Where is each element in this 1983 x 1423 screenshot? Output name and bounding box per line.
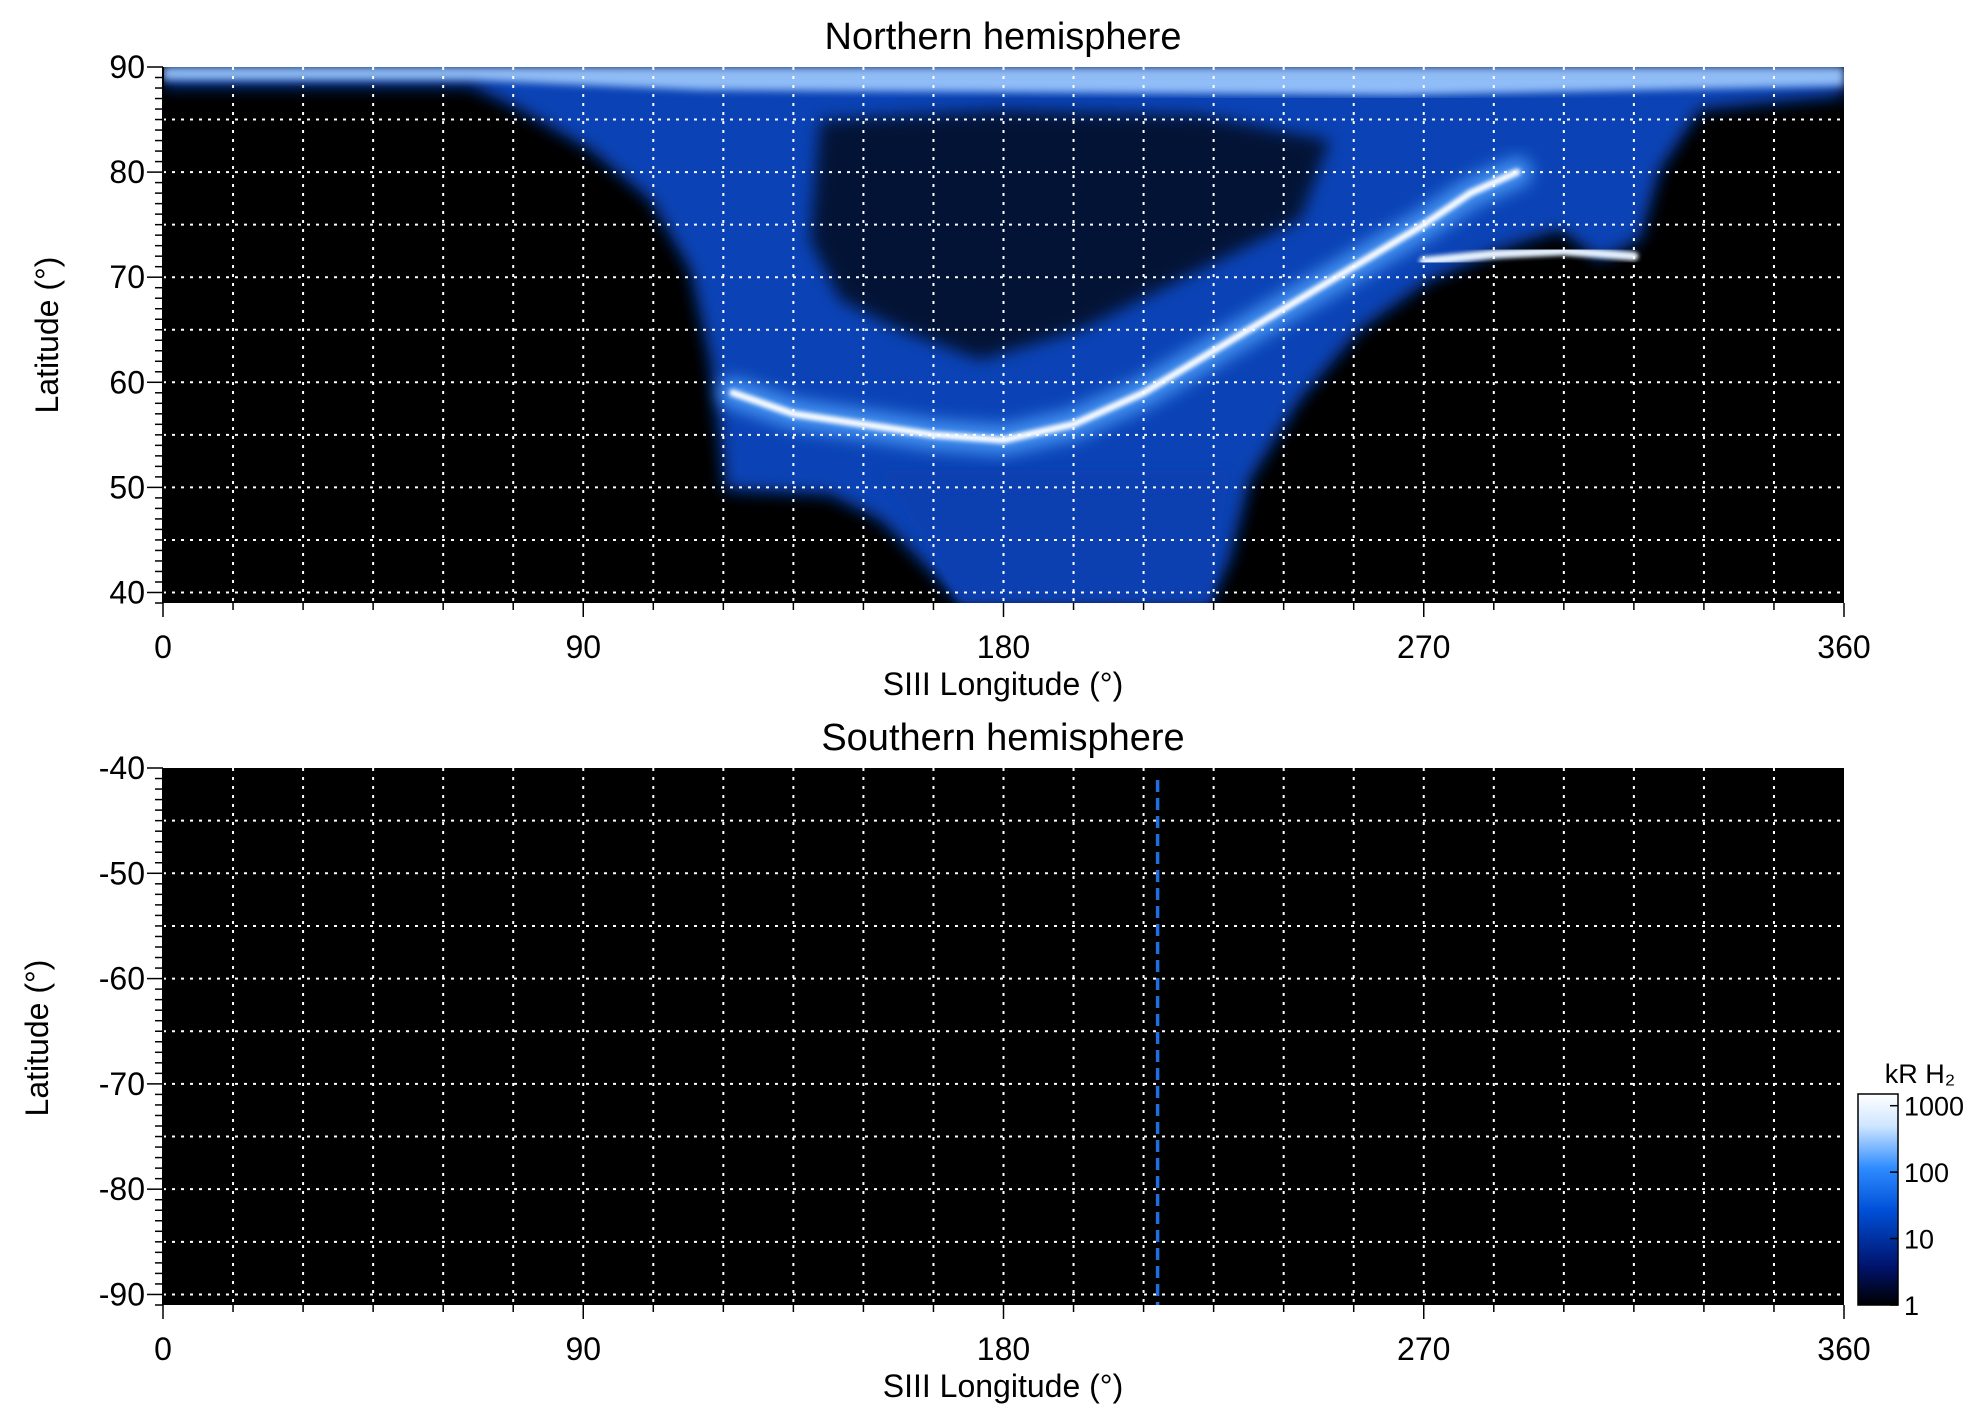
north-arc-segment xyxy=(1419,246,1639,266)
south-y-tick-label: -60 xyxy=(99,961,145,997)
south-ylabel: Latitude (°) xyxy=(19,960,55,1117)
south-grid xyxy=(163,768,1844,1305)
south-y-tick-label: -80 xyxy=(99,1171,145,1207)
north-title: Northern hemisphere xyxy=(825,16,1182,58)
south-xlabel: SIII Longitude (°) xyxy=(883,1368,1123,1404)
colorbar-label: kR H₂ xyxy=(1885,1059,1955,1089)
south-y-tick-label: -90 xyxy=(99,1276,145,1312)
colorbar-tick-label: 1 xyxy=(1904,1291,1919,1321)
south-x-tick-label: 90 xyxy=(565,1331,601,1367)
south-y-tick-label: -50 xyxy=(99,855,145,891)
south-y-tick-label: -70 xyxy=(99,1066,145,1102)
south-plot-area xyxy=(163,768,1844,1305)
colorbar-gradient xyxy=(1857,1093,1899,1306)
north-x-tick-label: 0 xyxy=(154,629,172,665)
north-x-tick-label: 90 xyxy=(565,629,601,665)
south-title: Southern hemisphere xyxy=(821,717,1184,759)
colorbar-ticks: 1 10 100 1000 xyxy=(1890,1092,1964,1321)
south-panel: Southern hemisphere 0 90 180 270 360 -40 -50 -6… xyxy=(19,717,1871,1404)
south-axis-ticks: 0 90 180 270 360 -40 -50 -60 -70 -80 -90 xyxy=(99,750,1871,1367)
south-x-tick-label: 180 xyxy=(977,1331,1030,1367)
south-x-tick-label: 270 xyxy=(1397,1331,1450,1367)
north-xlabel: SIII Longitude (°) xyxy=(883,666,1123,702)
north-y-tick-label: 90 xyxy=(109,49,145,85)
south-x-tick-label: 360 xyxy=(1817,1331,1870,1367)
north-x-tick-label: 360 xyxy=(1817,629,1870,665)
north-x-tick-label: 270 xyxy=(1397,629,1450,665)
colorbar-tick-label: 10 xyxy=(1904,1225,1934,1255)
north-grid xyxy=(163,67,1844,603)
north-panel: Northern hemisphere 0 90 180 270 360 40 50 60 70… xyxy=(29,16,1871,702)
north-y-tick-label: 70 xyxy=(109,259,145,295)
north-y-tick-label: 50 xyxy=(109,469,145,505)
north-low-latitude-wedge xyxy=(880,470,1230,603)
north-ylabel: Latitude (°) xyxy=(29,257,65,414)
south-y-tick-label: -40 xyxy=(99,750,145,786)
north-y-tick-label: 40 xyxy=(109,574,145,610)
north-y-tick-label: 60 xyxy=(109,364,145,400)
colorbar: kR H₂ 1 10 100 1000 xyxy=(1857,1059,1964,1321)
colorbar-tick-label: 100 xyxy=(1904,1158,1949,1188)
colorbar-tick-label: 1000 xyxy=(1904,1092,1964,1122)
north-axis-ticks: 0 90 180 270 360 40 50 60 70 80 90 xyxy=(109,49,1870,665)
north-x-tick-label: 180 xyxy=(977,629,1030,665)
north-y-tick-label: 80 xyxy=(109,154,145,190)
south-x-tick-label: 0 xyxy=(154,1331,172,1367)
